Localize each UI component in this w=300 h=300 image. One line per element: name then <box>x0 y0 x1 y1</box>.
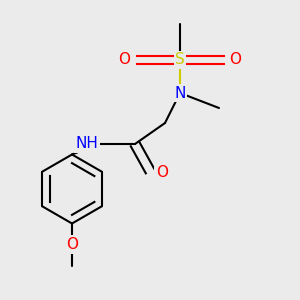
Text: S: S <box>175 52 185 68</box>
Text: N: N <box>174 85 186 100</box>
Text: O: O <box>156 165 168 180</box>
Text: NH: NH <box>76 136 98 152</box>
Text: O: O <box>66 237 78 252</box>
Text: O: O <box>118 52 130 68</box>
Text: O: O <box>230 52 242 68</box>
